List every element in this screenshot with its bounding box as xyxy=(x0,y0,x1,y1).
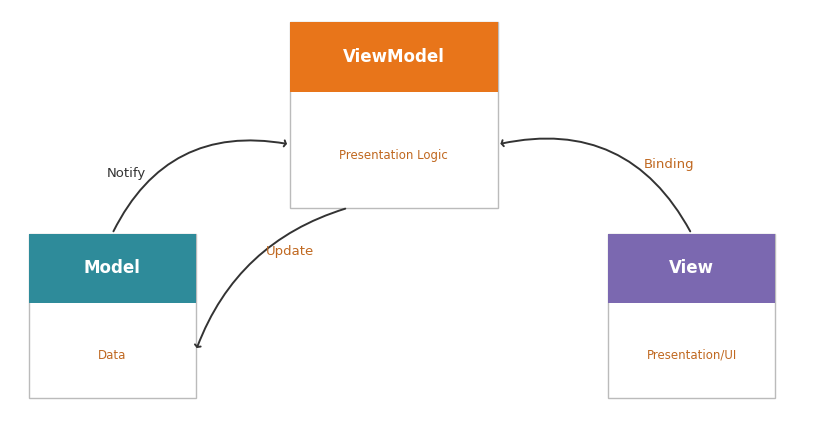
Text: Presentation/UI: Presentation/UI xyxy=(646,349,737,362)
Bar xyxy=(290,22,498,208)
Text: Update: Update xyxy=(265,245,314,258)
Text: Data: Data xyxy=(98,349,126,362)
Bar xyxy=(29,234,196,303)
Bar xyxy=(29,234,196,398)
Text: Notify: Notify xyxy=(107,167,146,180)
Text: View: View xyxy=(669,259,714,278)
Text: ViewModel: ViewModel xyxy=(343,48,445,66)
Bar xyxy=(608,234,775,303)
Bar xyxy=(290,22,498,92)
Text: Model: Model xyxy=(84,259,140,278)
Text: Binding: Binding xyxy=(644,158,694,171)
Bar xyxy=(608,234,775,398)
Text: Presentation Logic: Presentation Logic xyxy=(339,149,448,162)
